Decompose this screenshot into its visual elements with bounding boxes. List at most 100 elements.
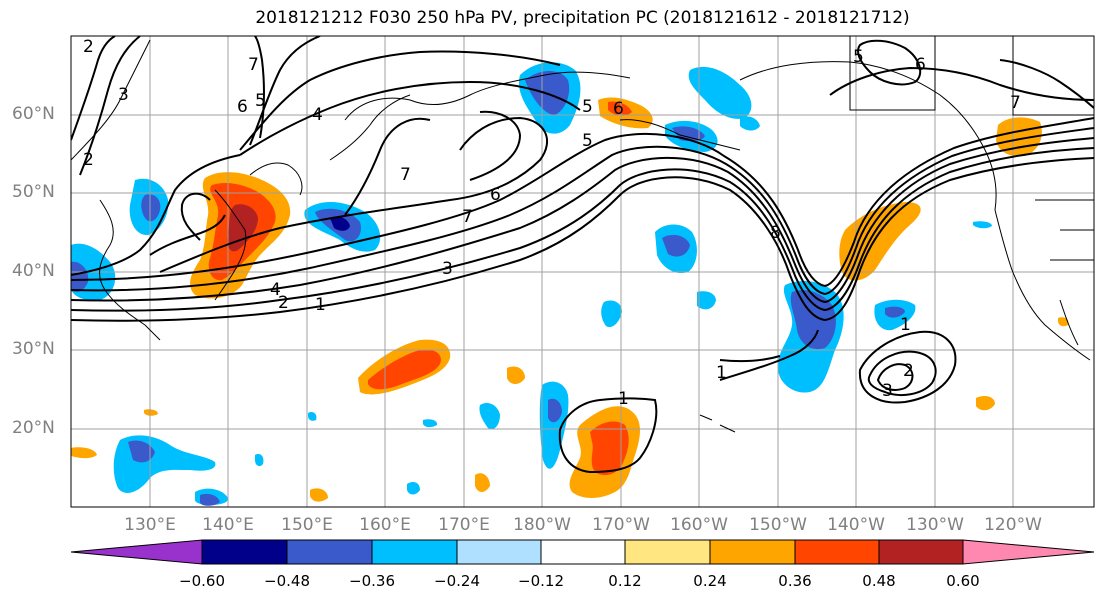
- precip-negative-blob: [662, 234, 690, 257]
- precipitation-shading: [71, 62, 1069, 506]
- colorbar-tick-label: 0.60: [946, 572, 980, 590]
- precip-positive-blob: [475, 473, 490, 492]
- precip-positive-blob: [507, 366, 525, 384]
- precip-negative-blob: [330, 216, 350, 231]
- lon-label: 160°E: [359, 515, 411, 535]
- lon-label: 150°E: [281, 515, 333, 535]
- precip-negative-blob: [423, 419, 438, 428]
- colorbar-tick-label: −0.48: [264, 572, 310, 590]
- precip-negative-blob: [697, 291, 716, 310]
- contour-label: 7: [1010, 93, 1021, 113]
- lon-label: 170°W: [592, 515, 650, 535]
- precip-negative-blob: [790, 290, 836, 350]
- contour-label: 7: [462, 207, 473, 227]
- contour-label: 1: [315, 295, 326, 315]
- lat-label: 30°N: [12, 339, 55, 359]
- colorbar-segment: [371, 539, 458, 565]
- precip-positive-blob: [227, 204, 258, 252]
- colorbar-extend-high: [962, 539, 1095, 565]
- precip-positive-blob: [71, 447, 97, 459]
- colorbar-tick-label: −0.60: [179, 572, 225, 590]
- lon-label: 180°W: [513, 515, 571, 535]
- colorbar-tick-label: 0.12: [608, 572, 642, 590]
- contour-label: 4: [270, 280, 281, 300]
- colorbar-segment: [540, 539, 626, 565]
- contour-label: 8: [770, 223, 781, 243]
- contour-label: 3: [118, 85, 129, 105]
- precip-negative-blob: [539, 381, 569, 469]
- contour-label: 6: [613, 99, 624, 119]
- lon-label: 160°W: [670, 515, 728, 535]
- lon-label: 140°W: [827, 515, 885, 535]
- precip-positive-blob: [144, 409, 158, 416]
- colorbar-tick-label: 0.36: [778, 572, 812, 590]
- precip-negative-blob: [308, 411, 317, 421]
- contour-label: 6: [237, 97, 248, 117]
- precip-negative-blob: [71, 261, 89, 292]
- contour-label: 1: [618, 389, 629, 409]
- lon-label: 130°W: [906, 515, 964, 535]
- contour-label: 7: [400, 165, 411, 185]
- precip-negative-blob: [688, 66, 752, 119]
- contour-label: 5: [582, 97, 593, 117]
- precip-positive-blob: [590, 421, 629, 476]
- precip-negative-blob: [885, 306, 905, 318]
- contour-label: 3: [442, 259, 453, 279]
- colorbar-segment: [878, 539, 964, 565]
- contour-label: 7: [248, 55, 259, 75]
- lon-label: 120°W: [984, 515, 1042, 535]
- contour-label: 2: [903, 361, 914, 381]
- contour-label: 1: [716, 363, 727, 383]
- colorbar-segment: [624, 539, 711, 565]
- colorbar-segment: [286, 539, 373, 565]
- colorbar-tick-label: 0.24: [693, 572, 727, 590]
- colorbar-tick-label: −0.12: [518, 572, 564, 590]
- precip-negative-blob: [200, 493, 220, 506]
- contour-label: 6: [490, 185, 501, 205]
- colorbar-tick-label: 0.48: [862, 572, 896, 590]
- lon-label: 130°E: [124, 515, 176, 535]
- lat-label: 50°N: [12, 182, 55, 202]
- precip-negative-blob: [407, 482, 420, 495]
- precip-positive-blob: [310, 488, 328, 502]
- lon-label: 140°E: [202, 515, 254, 535]
- precip-positive-blob: [976, 396, 995, 411]
- lon-label: 170°E: [438, 515, 490, 535]
- precip-negative-blob: [479, 403, 500, 430]
- pv-contours: [71, 36, 1094, 474]
- precip-negative-blob: [128, 440, 155, 463]
- colorbar-tick-label: −0.24: [434, 572, 480, 590]
- contour-label: 4: [312, 105, 323, 125]
- contour-label: 5: [853, 47, 864, 67]
- contour-label: 1: [900, 315, 911, 335]
- colorbar-segment: [794, 539, 880, 565]
- precip-positive-blob: [608, 101, 632, 116]
- contour-label: 2: [83, 150, 94, 170]
- colorbar-segment: [201, 539, 288, 565]
- plot-frame: [70, 35, 1095, 508]
- precip-negative-blob: [740, 116, 760, 131]
- contour-label: 6: [915, 55, 926, 75]
- map-title: 2018121212 F030 250 hPa PV, precipitatio…: [255, 8, 910, 28]
- lon-label: 150°W: [749, 515, 807, 535]
- contour-label: 5: [582, 131, 593, 151]
- graticule: [71, 36, 1094, 507]
- contour-label-group: 2 3 2 7 6 5 4 7 6 5 5 6 7 4 3 2 1 8 5 6 …: [83, 37, 1021, 409]
- contour-label: 5: [255, 91, 266, 111]
- precip-positive-blob: [996, 117, 1042, 157]
- precip-negative-blob: [255, 454, 264, 467]
- lat-label: 40°N: [12, 261, 55, 281]
- precip-negative-blob: [141, 194, 161, 222]
- colorbar-segment: [709, 539, 796, 565]
- colorbar-segment: [456, 539, 542, 565]
- lat-label: 20°N: [12, 418, 55, 438]
- contour-label: 3: [882, 381, 893, 401]
- contour-label: 2: [278, 293, 289, 313]
- colorbar-tick-label: −0.36: [349, 572, 395, 590]
- lat-label: 60°N: [12, 104, 55, 124]
- precip-negative-blob: [973, 221, 992, 229]
- contour-label: 2: [83, 37, 94, 57]
- precip-negative-blob: [548, 398, 562, 423]
- precip-negative-blob: [601, 300, 622, 328]
- precip-positive-blob: [1058, 317, 1069, 327]
